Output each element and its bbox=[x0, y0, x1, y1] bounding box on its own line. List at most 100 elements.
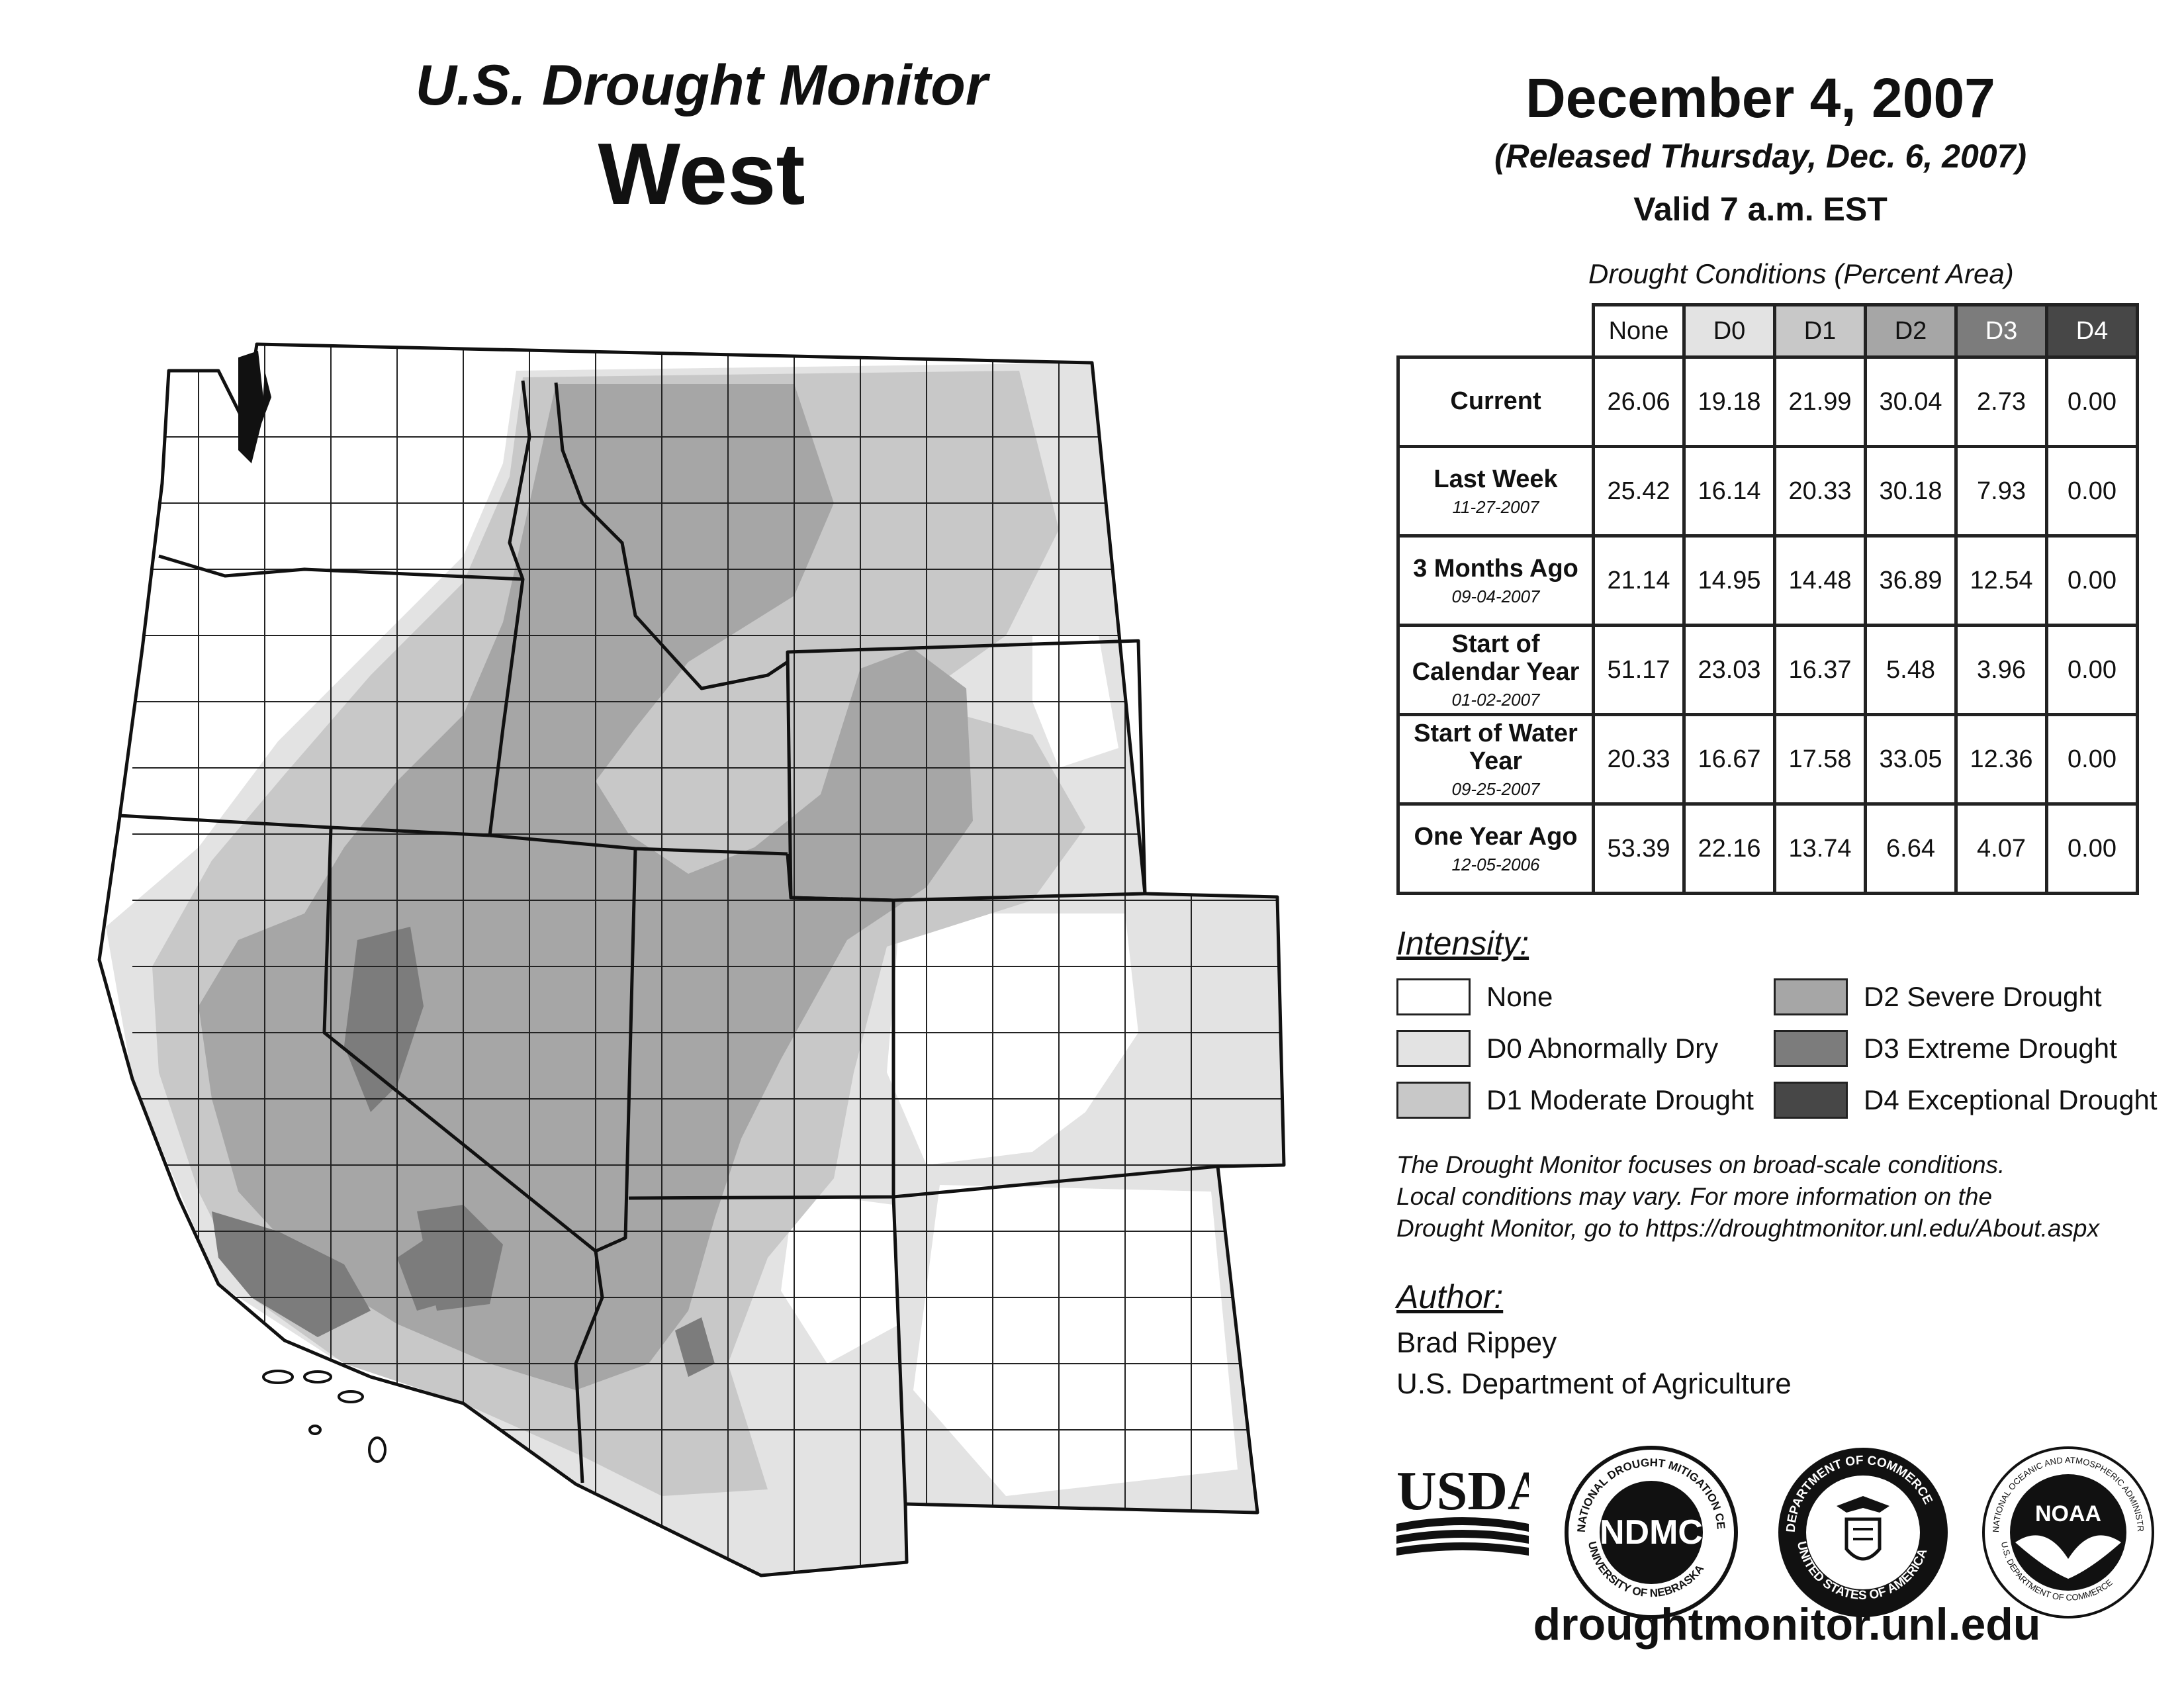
note-line: The Drought Monitor focuses on broad-sca… bbox=[1396, 1151, 2005, 1178]
table-cell: 25.42 bbox=[1592, 445, 1686, 538]
western-us-outline bbox=[97, 342, 1286, 1577]
ndmc-logo: NATIONAL DROUGHT MITIGATION CENTER UNIVE… bbox=[1562, 1443, 1738, 1619]
legend-swatch bbox=[1774, 1082, 1848, 1119]
title-block: U.S. Drought Monitor West bbox=[278, 53, 1125, 224]
release-date: (Released Thursday, Dec. 6, 2007) bbox=[1494, 138, 2027, 175]
wa-or-border bbox=[158, 554, 523, 581]
legend-swatch bbox=[1396, 978, 1471, 1015]
legend-label: None bbox=[1486, 981, 1553, 1012]
table-cell: 16.37 bbox=[1773, 624, 1867, 716]
table-cell: 26.06 bbox=[1592, 355, 1686, 448]
map-date: December 4, 2007 bbox=[1525, 67, 1995, 129]
table-row-one-year-ago: One Year Ago 12-05-2006 53.39 22.16 13.74… bbox=[1396, 802, 2139, 895]
table-cell: 7.93 bbox=[1954, 445, 2048, 538]
table-cell: 5.48 bbox=[1864, 624, 1958, 716]
legend-swatch bbox=[1396, 1030, 1471, 1067]
table-cell: 6.64 bbox=[1864, 802, 1958, 895]
table-cell: 23.03 bbox=[1682, 624, 1776, 716]
col-header-d1: D1 bbox=[1773, 303, 1867, 359]
note-line: Local conditions may vary. For more info… bbox=[1396, 1183, 1993, 1211]
table-corner bbox=[1398, 305, 1595, 359]
table-cell: 20.33 bbox=[1773, 445, 1867, 538]
eagle-icon bbox=[1837, 1496, 1889, 1513]
id-west-border bbox=[488, 380, 531, 836]
table-cell: 51.17 bbox=[1592, 624, 1686, 716]
table-cell: 0.00 bbox=[2045, 534, 2139, 627]
legend-label: D4 Exceptional Drought bbox=[1864, 1084, 2158, 1115]
table-row-last-week: Last Week 11-27-2007 25.42 16.14 20.33 30… bbox=[1396, 445, 2139, 538]
row-label: Start of Water Year 09-25-2007 bbox=[1396, 713, 1595, 806]
col-header-d0: D0 bbox=[1682, 303, 1776, 359]
table-cell: 33.05 bbox=[1864, 713, 1958, 806]
d2-zone bbox=[199, 384, 973, 1390]
region-title: West bbox=[598, 125, 805, 222]
col-header-none: None bbox=[1592, 303, 1686, 359]
table-cell: 22.16 bbox=[1682, 802, 1776, 895]
doc-seal-logo: DEPARTMENT OF COMMERCE UNITED STATES OF … bbox=[1778, 1448, 1948, 1617]
table-cell: 12.36 bbox=[1954, 713, 2048, 806]
table-row-3-months-ago: 3 Months Ago 09-04-2007 21.14 14.95 14.48… bbox=[1396, 534, 2139, 627]
table-cell: 0.00 bbox=[2045, 445, 2139, 538]
table-header-row: None D0 D1 D2 D3 D4 bbox=[1398, 303, 2139, 359]
row-label: Start of Calendar Year 01-02-2007 bbox=[1396, 624, 1595, 716]
author-name: Brad Rippey bbox=[1396, 1327, 1557, 1359]
state-boundaries bbox=[97, 342, 1286, 1577]
ut-co-border bbox=[628, 853, 895, 1200]
legend-label: D3 Extreme Drought bbox=[1864, 1033, 2117, 1064]
drought-map bbox=[97, 342, 1286, 1577]
az-nm-border bbox=[891, 1196, 907, 1505]
table-cell: 0.00 bbox=[2045, 802, 2139, 895]
table-cell: 13.74 bbox=[1773, 802, 1867, 895]
noaa-logo: NATIONAL OCEANIC AND ATMOSPHERIC ADMINIS… bbox=[1979, 1443, 2154, 1618]
table-cell: 14.48 bbox=[1773, 534, 1867, 627]
puget-sound bbox=[238, 351, 271, 463]
legend-title: Intensity: bbox=[1396, 925, 1529, 962]
row-label: 3 Months Ago 09-04-2007 bbox=[1396, 534, 1595, 627]
table-cell: 36.89 bbox=[1864, 534, 1958, 627]
legend-item-d2: D2 Severe Drought bbox=[1774, 978, 2102, 1015]
col-header-d4: D4 bbox=[2045, 303, 2139, 359]
table-cell: 14.95 bbox=[1682, 534, 1776, 627]
table-row-current: Current 26.06 19.18 21.99 30.04 2.73 0.0… bbox=[1396, 355, 2139, 448]
legend-item-d4: D4 Exceptional Drought bbox=[1774, 1082, 2158, 1119]
legend-item-d0: D0 Abnormally Dry bbox=[1396, 1030, 1718, 1067]
legend-item-d3: D3 Extreme Drought bbox=[1774, 1030, 2117, 1067]
none-zone bbox=[781, 635, 1238, 1496]
table-cell: 19.18 bbox=[1682, 355, 1776, 448]
table-cell: 30.04 bbox=[1864, 355, 1958, 448]
channel-islands bbox=[262, 1370, 387, 1463]
wy-borders bbox=[786, 639, 1147, 902]
legend-swatch bbox=[1774, 978, 1848, 1015]
table-cell: 12.54 bbox=[1954, 534, 2048, 627]
id-mt-border bbox=[554, 382, 789, 690]
table-cell: 16.14 bbox=[1682, 445, 1776, 538]
table-cell: 0.00 bbox=[2045, 713, 2139, 806]
noaa-bird-icon bbox=[2015, 1535, 2121, 1579]
usda-logo-text: USDA bbox=[1396, 1463, 1529, 1522]
page-title: U.S. Drought Monitor bbox=[415, 54, 988, 117]
author-org: U.S. Department of Agriculture bbox=[1396, 1368, 1792, 1400]
table-cell: 4.07 bbox=[1954, 802, 2048, 895]
legend-item-none: None bbox=[1396, 978, 1553, 1015]
disclaimer-note: The Drought Monitor focuses on broad-sca… bbox=[1396, 1149, 2158, 1244]
table-cell: 17.58 bbox=[1773, 713, 1867, 806]
table-caption: Drought Conditions (Percent Area) bbox=[1588, 258, 2014, 289]
table-cell: 30.18 bbox=[1864, 445, 1958, 538]
author-title: Author: bbox=[1396, 1278, 1504, 1315]
legend-swatch bbox=[1774, 1030, 1848, 1067]
row-label: One Year Ago 12-05-2006 bbox=[1396, 802, 1595, 895]
county-boundaries bbox=[132, 344, 1284, 1575]
shield-icon bbox=[1844, 1517, 1882, 1561]
table-row-start-calendar-year: Start of Calendar Year 01-02-2007 51.17 2… bbox=[1396, 624, 2139, 716]
table-row-start-water-year: Start of Water Year 09-25-2007 20.33 16.6… bbox=[1396, 713, 2139, 806]
website-url: droughtmonitor.unl.edu bbox=[1533, 1599, 2041, 1650]
nv-ut-border bbox=[594, 848, 637, 1253]
usda-logo: USDA bbox=[1396, 1463, 1529, 1556]
ca-nv-border bbox=[322, 827, 604, 1483]
table-cell: 0.00 bbox=[2045, 624, 2139, 716]
valid-time: Valid 7 a.m. EST bbox=[1633, 191, 1888, 228]
col-header-d2: D2 bbox=[1864, 303, 1958, 359]
table-cell: 3.96 bbox=[1954, 624, 2048, 716]
table-cell: 16.67 bbox=[1682, 713, 1776, 806]
legend-label: D0 Abnormally Dry bbox=[1486, 1033, 1719, 1064]
